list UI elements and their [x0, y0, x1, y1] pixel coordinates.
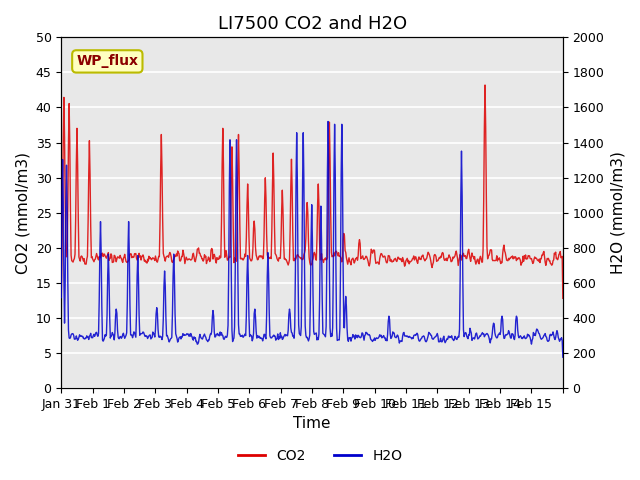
Y-axis label: H2O (mmol/m3): H2O (mmol/m3) — [610, 151, 625, 274]
Legend: CO2, H2O: CO2, H2O — [232, 443, 408, 468]
Y-axis label: CO2 (mmol/m3): CO2 (mmol/m3) — [15, 152, 30, 274]
Title: LI7500 CO2 and H2O: LI7500 CO2 and H2O — [218, 15, 406, 33]
X-axis label: Time: Time — [293, 417, 331, 432]
Text: WP_flux: WP_flux — [76, 54, 138, 68]
